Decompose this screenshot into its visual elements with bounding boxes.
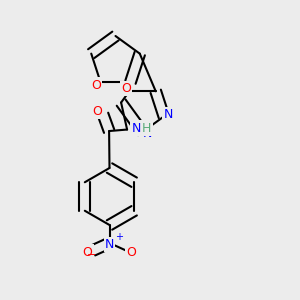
Text: O: O [91,79,101,92]
Text: O: O [127,245,136,259]
Text: O: O [92,105,102,118]
Text: +: + [115,232,123,242]
Text: N: N [164,109,173,122]
Text: −: − [86,250,96,260]
Text: O: O [121,82,131,95]
Text: N: N [142,127,152,140]
Text: O: O [83,245,92,259]
Text: H: H [142,122,151,134]
Text: N: N [131,122,141,134]
Text: N: N [105,238,114,251]
